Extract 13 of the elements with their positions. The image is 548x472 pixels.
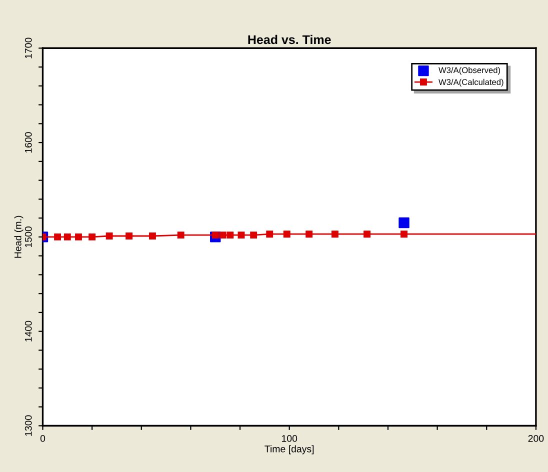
chart-title: Head vs. Time [248,34,331,44]
y-axis-title: Head (m.) [14,216,24,258]
x-tick-label: 100 [282,435,298,442]
x-tick-label: 0 [40,435,46,442]
x-tick-label: 200 [528,435,544,442]
y-tick-label: 1400 [24,320,32,342]
y-tick-label: 1500 [24,226,32,248]
y-tick-label: 1700 [24,38,32,58]
legend-label: W3/A(Calculated) [438,78,504,87]
legend-label: W3/A(Observed) [438,66,500,75]
x-axis-title: Time [days] [264,445,314,454]
y-tick-label: 1300 [24,415,32,436]
y-tick-label: 1600 [24,132,32,153]
